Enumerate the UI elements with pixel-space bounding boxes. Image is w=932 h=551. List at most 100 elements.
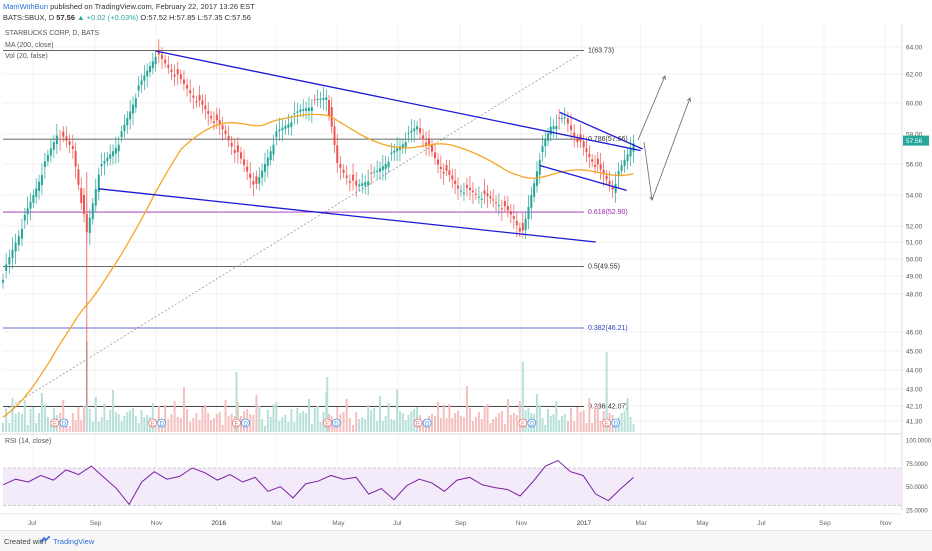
candle-body [49,148,52,156]
earnings-marker-icon[interactable] [413,418,423,428]
candle-body [103,160,106,164]
volume-bar [170,414,173,432]
volume-bar [83,406,86,432]
candle-body [506,206,509,211]
candle-body [313,99,316,101]
volume-bar [361,417,364,432]
candle-body [456,185,459,189]
volume-bar [404,420,407,432]
volume-bar [459,416,462,432]
candle-body [445,165,448,171]
volume-bar [422,422,425,432]
volume-bar [518,401,521,432]
candle-body [535,171,538,186]
volume-bar [8,423,11,432]
candle-body [593,164,596,167]
candle-body [410,130,413,133]
earnings-marker-icon[interactable] [518,418,528,428]
volume-bar [379,396,382,432]
earnings-marker-icon[interactable] [148,418,158,428]
volume-bar [32,407,35,432]
candle-body [146,70,149,77]
volume-bar [454,413,457,432]
candle-body [215,114,218,121]
volume-bar [275,402,278,432]
volume-bar [552,414,555,432]
dividend-marker-icon[interactable] [241,418,250,428]
candle-body [62,131,65,137]
volume-bar [527,408,530,432]
candle-body [570,125,573,130]
candle-body [281,127,284,131]
earnings-marker-icon[interactable] [602,418,612,428]
dividend-marker-icon[interactable] [157,418,167,428]
candle-body [538,159,541,175]
candle-body [608,181,611,185]
rsi-band [3,468,902,506]
candle-body [233,149,236,153]
dividend-marker-icon[interactable] [59,418,69,428]
candle-body [8,257,11,265]
candle-body [173,74,176,77]
candle-body [269,151,272,161]
candle-body [355,180,358,186]
price-tick-label: 56.00 [906,162,923,169]
volume-bar [201,407,204,432]
dividend-marker-icon[interactable] [331,418,341,428]
candle-body [151,61,154,69]
candle-body [358,184,361,187]
price-tick-label: 44.00 [906,368,923,375]
candle-body [170,69,173,73]
candle-body [489,196,492,199]
volume-bar [373,408,376,432]
volume-bar [109,410,112,432]
volume-bar [210,420,213,432]
candle-body [367,181,370,186]
volume-bar [261,419,264,432]
dividend-marker-icon[interactable] [422,418,432,428]
candle-body [2,279,4,283]
time-tick-label: Sep [90,520,102,527]
time-tick-label: Jul [28,520,37,527]
volume-bar [431,414,434,432]
candle-body [261,170,264,178]
volume-bar [186,409,189,432]
volume-bar [384,416,387,432]
candle-body [52,142,55,150]
candle-body [189,90,192,94]
fib-level-label: 1(63.73) [588,48,614,55]
volume-bar [106,420,109,432]
rsi-tick-label: 100.0000 [906,439,932,445]
candle-body [117,144,120,152]
candle-body [97,174,100,192]
candle-body [566,118,569,124]
candle-body [307,107,310,112]
volume-bar [495,417,498,432]
volume-bar [236,402,239,432]
rsi-tick-label: 75.0000 [906,462,928,468]
volume-bar [35,423,38,432]
candle-body [459,190,462,192]
volume-bar [252,415,255,432]
tradingview-link[interactable]: TradingView [53,537,95,546]
author-link[interactable]: MamWithBun [3,2,49,11]
dividend-marker-icon[interactable] [527,418,537,428]
dividend-marker-icon[interactable] [611,418,621,428]
candle-body [390,152,393,155]
candle-body [74,150,77,167]
candle-body [112,151,115,157]
candle-body [617,170,620,176]
earnings-marker-icon[interactable] [232,418,241,428]
candle-body [227,135,230,141]
candle-body [465,184,468,188]
rsi-tick-label: 25.0000 [906,509,928,515]
candle-body [454,180,457,184]
volume-bar [521,362,524,432]
volume-bar [100,417,103,432]
earnings-marker-icon[interactable] [50,418,60,428]
candle-body [348,181,351,183]
marker-letter: E [521,422,525,428]
earnings-marker-icon[interactable] [322,418,332,428]
volume-bar [445,418,448,432]
